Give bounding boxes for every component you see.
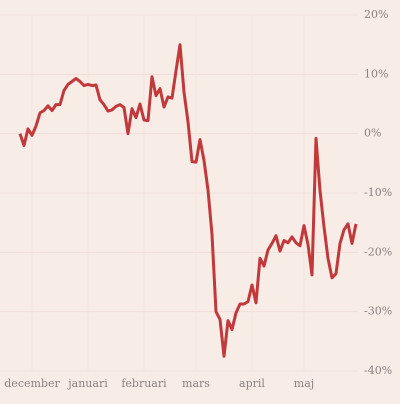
y-tick-label: -40% — [364, 364, 392, 377]
line-series — [18, 43, 358, 358]
x-tick-label: januari — [66, 377, 108, 390]
y-tick-label: -10% — [364, 186, 392, 199]
y-tick-label: -20% — [364, 245, 392, 258]
y-tick-label: 0% — [364, 127, 381, 140]
x-tick-label: december — [4, 377, 60, 390]
y-tick-label: 20% — [364, 8, 388, 21]
x-tick-label: mars — [182, 377, 210, 390]
x-tick-label: maj — [294, 377, 314, 390]
x-tick-label: februari — [121, 377, 167, 390]
y-tick-label: 10% — [364, 67, 388, 80]
x-tick-label: april — [239, 377, 265, 390]
y-tick-label: -30% — [364, 305, 392, 318]
